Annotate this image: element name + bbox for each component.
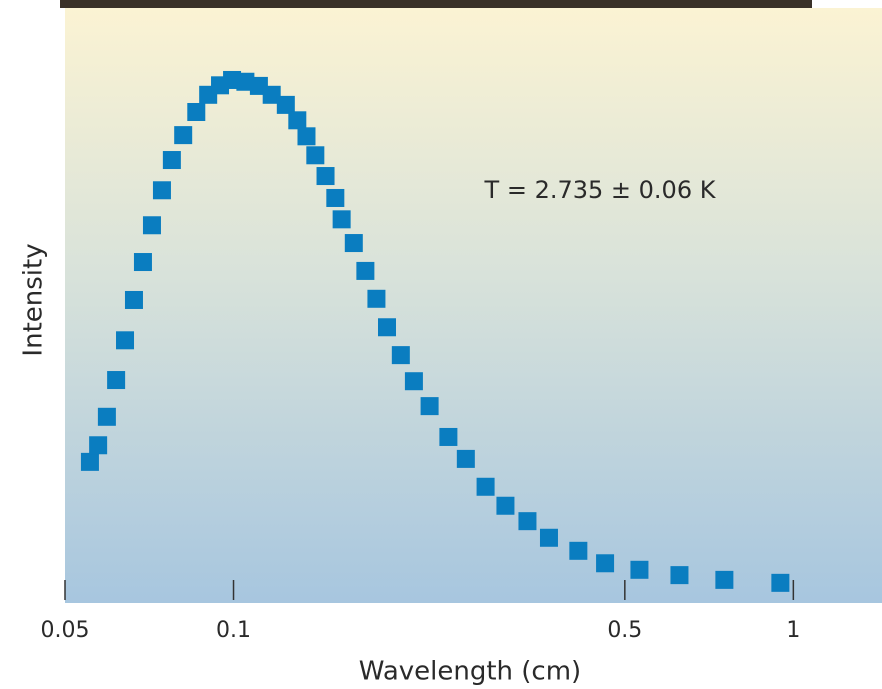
data-point	[288, 111, 307, 130]
data-point	[496, 496, 515, 515]
data-point	[596, 554, 615, 573]
photo-strip	[60, 0, 812, 8]
data-point	[133, 253, 152, 272]
data-point	[391, 346, 410, 365]
data-point	[80, 452, 99, 471]
data-point	[771, 573, 790, 592]
data-point	[89, 436, 108, 455]
data-point	[476, 477, 495, 496]
data-point	[518, 512, 537, 531]
data-point	[262, 85, 281, 104]
data-point	[107, 371, 126, 390]
data-point	[162, 151, 181, 170]
x-tick-label: 0.5	[607, 618, 642, 643]
x-tick-label: 0.1	[216, 618, 251, 643]
data-point	[539, 528, 558, 547]
x-tick-label: 1	[786, 618, 800, 643]
data-point	[124, 290, 143, 309]
annotation: T = 2.735 ± 0.06 K	[484, 176, 717, 204]
data-point	[404, 372, 423, 391]
data-point	[326, 188, 345, 207]
data-point	[152, 181, 171, 200]
data-point	[630, 560, 649, 579]
data-point	[420, 397, 439, 416]
data-point	[670, 566, 689, 585]
data-point	[297, 127, 316, 146]
data-point	[439, 427, 458, 446]
data-point	[378, 318, 397, 337]
data-point	[367, 289, 386, 308]
data-point	[236, 72, 255, 91]
data-point	[332, 210, 351, 229]
x-axis-label: Wavelength (cm)	[359, 657, 581, 687]
data-point	[356, 261, 375, 280]
data-point	[306, 146, 325, 165]
data-point	[142, 216, 161, 235]
x-tick-label: 0.05	[41, 618, 90, 643]
data-point	[97, 407, 116, 426]
y-axis-label: Intensity	[19, 243, 49, 356]
data-point	[276, 95, 295, 114]
data-point	[569, 541, 588, 560]
data-point	[316, 167, 335, 186]
data-point	[344, 234, 363, 253]
data-point	[116, 331, 135, 350]
data-point	[456, 449, 475, 468]
plot-area	[65, 8, 882, 603]
data-point	[187, 102, 206, 121]
data-point	[715, 570, 734, 589]
data-point	[174, 126, 193, 145]
